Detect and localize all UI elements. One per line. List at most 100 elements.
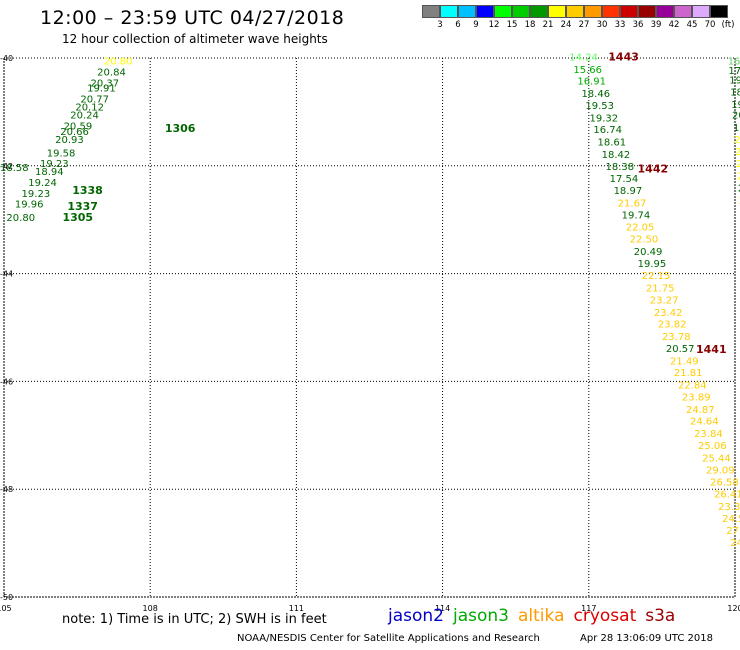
wave-height-value: 20.84 (97, 67, 126, 78)
wave-height-value: 20.24 (70, 111, 99, 122)
wave-height-value: 20.49 (634, 247, 663, 258)
note-text: note: 1) Time is in UTC; 2) SWH is in fe… (62, 612, 327, 627)
wave-height-value: 20.59 (64, 121, 93, 132)
track-time-label: 1337 (67, 200, 98, 213)
wave-height-value: 22.48 (737, 172, 740, 183)
wave-height-value: 18.46 (581, 89, 610, 100)
legend-labels: 3 6 9 12 15 18 21 24 27 30 33 36 39 42 45 70 (ft) (422, 18, 734, 32)
wave-height-value: 18.38 (606, 162, 635, 173)
wave-height-value: 24.87 (686, 405, 715, 416)
track-time-label: 1442 (638, 162, 669, 175)
wave-height-value: 29.09 (706, 465, 735, 476)
wave-height-value: 18.97 (614, 186, 643, 197)
wave-height-value: 23.42 (654, 308, 683, 319)
legend-label: 15 (506, 20, 518, 30)
lat-tick-label: -48 (0, 485, 13, 494)
legend-label: 30 (596, 20, 608, 30)
wave-height-value: 24.5 (722, 514, 740, 525)
wave-height-value: 23.84 (694, 429, 723, 440)
wave-height-value: 18.94 (35, 167, 64, 178)
wave-height-value: 26.41 (714, 490, 740, 501)
wave-height-value: 19.96 (15, 200, 44, 211)
lat-tick-label: -40 (0, 54, 13, 63)
wave-height-value: 23.27 (650, 295, 679, 306)
wave-height-value: 18.58 (0, 163, 29, 174)
wave-height-value: 24 (730, 538, 740, 549)
wave-height-value: 19.53 (585, 101, 614, 112)
wave-height-value: 20.37 (90, 78, 119, 89)
lon-tick-label: 105 (0, 604, 12, 613)
legend-label: 9 (473, 20, 479, 30)
legend-swatch (476, 5, 494, 18)
wave-height-value: 26.58 (710, 478, 739, 489)
legend-swatch (422, 5, 440, 18)
wave-height-value: 21.51 (735, 147, 740, 158)
wave-height-value: 21.5 (739, 196, 740, 207)
lat-tick-label: -42 (0, 162, 13, 171)
wave-height-value: 22.84 (678, 381, 707, 392)
lon-tick-label: 114 (435, 604, 450, 613)
legend-swatch (620, 5, 638, 18)
legend-swatch (440, 5, 458, 18)
wave-height-value: 20.98 (738, 183, 740, 194)
legend-label: 42 (668, 20, 680, 30)
wave-height-value: 20.66 (60, 127, 89, 138)
wave-height-value: 16.74 (593, 125, 622, 136)
wave-height-value: 21.00 (734, 135, 740, 146)
legend-swatch (674, 5, 692, 18)
legend-label: 21 (542, 20, 554, 30)
legend-label: 24 (560, 20, 572, 30)
wave-height-value: 27. (726, 526, 740, 537)
track-time-label: 1306 (165, 122, 196, 135)
wave-height-value: 19.58 (729, 76, 740, 87)
wave-height-value: 21.75 (646, 284, 675, 295)
wave-height-value: 23.78 (662, 332, 691, 343)
wave-height-value: 17.64 (728, 66, 740, 77)
wave-height-value: 25.06 (698, 441, 727, 452)
legend-swatch (584, 5, 602, 18)
wave-height-value: 21.81 (674, 368, 703, 379)
track-time-label: 1305 (62, 211, 93, 224)
wave-height-value: 22.05 (626, 223, 655, 234)
map-border (3, 57, 736, 598)
wave-height-value: 14.24 (569, 52, 598, 63)
wave-height-value: 20.57 (666, 344, 695, 355)
legend-label: 12 (488, 20, 500, 30)
wave-height-value: 23.89 (682, 392, 711, 403)
wave-height-value: 19.58 (47, 148, 76, 159)
legend-swatch (548, 5, 566, 18)
wave-height-value: 19.95 (638, 259, 667, 270)
wave-height-value: 18.61 (598, 138, 627, 149)
map-title: 12:00 – 23:59 UTC 04/27/2018 (40, 7, 345, 29)
legend-label: 18 (524, 20, 536, 30)
legend-swatch (530, 5, 548, 18)
wave-height-value: 18.49 (730, 87, 740, 98)
map-subtitle: 12 hour collection of altimeter wave hei… (62, 32, 328, 46)
legend-swatch (494, 5, 512, 18)
legend-swatch (692, 5, 710, 18)
timestamp: Apr 28 13:06:09 UTC 2018 (580, 633, 713, 644)
legend-label: 33 (614, 20, 626, 30)
wave-height-value: 17.54 (610, 174, 639, 185)
wave-height-value: 21.67 (618, 198, 647, 209)
wave-height-value: 21.49 (670, 356, 699, 367)
wave-height-value: 20.93 (55, 135, 84, 146)
legend-label: 70 (704, 20, 716, 30)
satellite-cryosat: cryosat (573, 606, 637, 626)
wave-height-value: 16.91 (577, 77, 606, 88)
legend-swatch (458, 5, 476, 18)
wave-height-value: 19.14 (733, 123, 740, 134)
legend-label: 6 (455, 20, 461, 30)
lon-tick-label: 111 (289, 604, 304, 613)
wave-height-value: 23.39 (718, 502, 740, 513)
satellite-jason3: jason3 (453, 606, 509, 626)
legend-label: 36 (632, 20, 644, 30)
lon-tick-label: 117 (581, 604, 596, 613)
wave-height-value: 19.23 (22, 189, 51, 200)
wave-height-value: 19.23 (40, 159, 69, 170)
legend-label: (ft) (721, 20, 735, 30)
track-time-label: 1338 (72, 184, 103, 197)
legend-label: 45 (686, 20, 698, 30)
lon-tick-label: 108 (143, 604, 158, 613)
